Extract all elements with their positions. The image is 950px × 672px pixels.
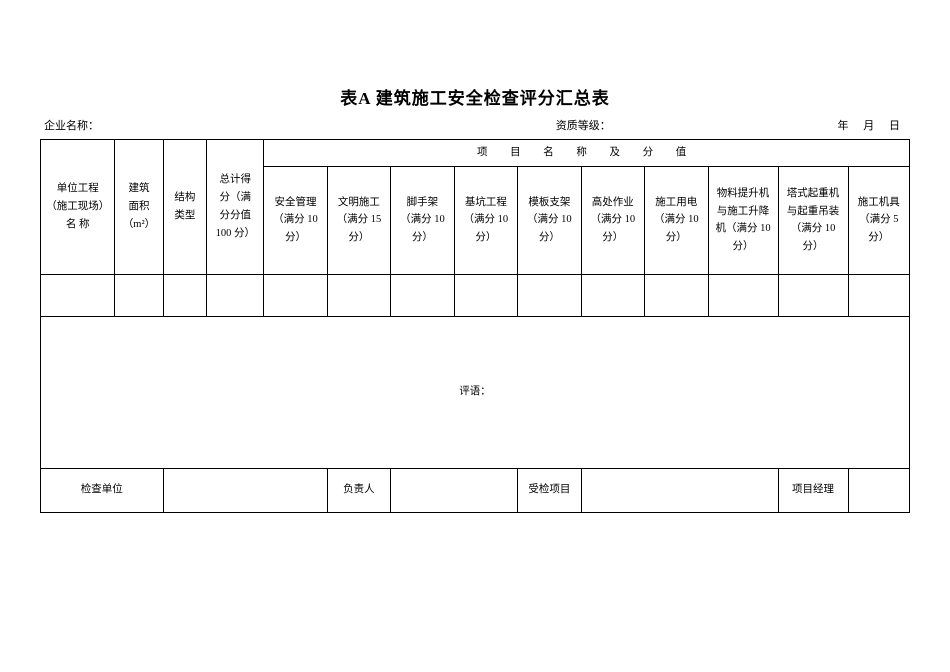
col-structure-type: 结构类型: [163, 140, 207, 275]
footer-responsible-value: [391, 468, 518, 512]
comments-cell: 评语：: [41, 316, 910, 468]
footer-responsible-label: 负责人: [327, 468, 390, 512]
cell: [115, 274, 163, 316]
footer-inspection-unit-value: [163, 468, 327, 512]
cell: [848, 274, 909, 316]
date-label: 年 月 日: [838, 117, 907, 133]
cell: [454, 274, 517, 316]
cell: [207, 274, 264, 316]
qualification-label: 资质等级：: [556, 117, 611, 133]
subcol-formwork-support: 模板支架（满分 10分）: [518, 166, 581, 274]
subcol-machinery: 施工机具（满分 5 分）: [848, 166, 909, 274]
col-unit-project: 单位工程（施工现场）名 称: [41, 140, 115, 275]
footer-inspected-project-value: [581, 468, 778, 512]
cell: [41, 274, 115, 316]
subcol-foundation-pit: 基坑工程（满分 10分）: [454, 166, 517, 274]
header-row: 企业名称： 资质等级： 年 月 日: [40, 117, 910, 133]
footer-inspected-project-label: 受检项目: [518, 468, 581, 512]
footer-inspection-unit-label: 检查单位: [41, 468, 164, 512]
score-summary-table: 单位工程（施工现场）名 称 建筑面积（m²） 结构类型 总计得分（满分分值100…: [40, 139, 910, 513]
table-row: [41, 274, 910, 316]
subcol-tower-crane: 塔式起重机与起重吊装（满分 10分）: [778, 166, 848, 274]
col-project-header: 项 目 名 称 及 分 值: [264, 140, 910, 167]
subcol-high-altitude: 高处作业（满分 10分）: [581, 166, 644, 274]
subcol-safety-mgmt: 安全管理（满分 10分）: [264, 166, 327, 274]
subcol-construction-power: 施工用电（满分 10分）: [645, 166, 708, 274]
footer-project-manager-value: [848, 468, 909, 512]
footer-project-manager-label: 项目经理: [778, 468, 848, 512]
cell: [391, 274, 454, 316]
page-title: 表A 建筑施工安全检查评分汇总表: [40, 84, 910, 109]
cell: [327, 274, 390, 316]
col-building-area: 建筑面积（m²）: [115, 140, 163, 275]
company-name-label: 企业名称：: [44, 117, 99, 133]
cell: [778, 274, 848, 316]
cell: [581, 274, 644, 316]
col-total-score: 总计得分（满分分值100 分）: [207, 140, 264, 275]
footer-row: 检查单位 负责人 受检项目 项目经理: [41, 468, 910, 512]
cell: [708, 274, 778, 316]
subcol-material-hoist: 物料提升机与施工升降机（满分 10分）: [708, 166, 778, 274]
cell: [163, 274, 207, 316]
cell: [518, 274, 581, 316]
cell: [264, 274, 327, 316]
cell: [645, 274, 708, 316]
subcol-scaffolding: 脚手架（满分 10分）: [391, 166, 454, 274]
subcol-civilized-construction: 文明施工（满分 15分）: [327, 166, 390, 274]
